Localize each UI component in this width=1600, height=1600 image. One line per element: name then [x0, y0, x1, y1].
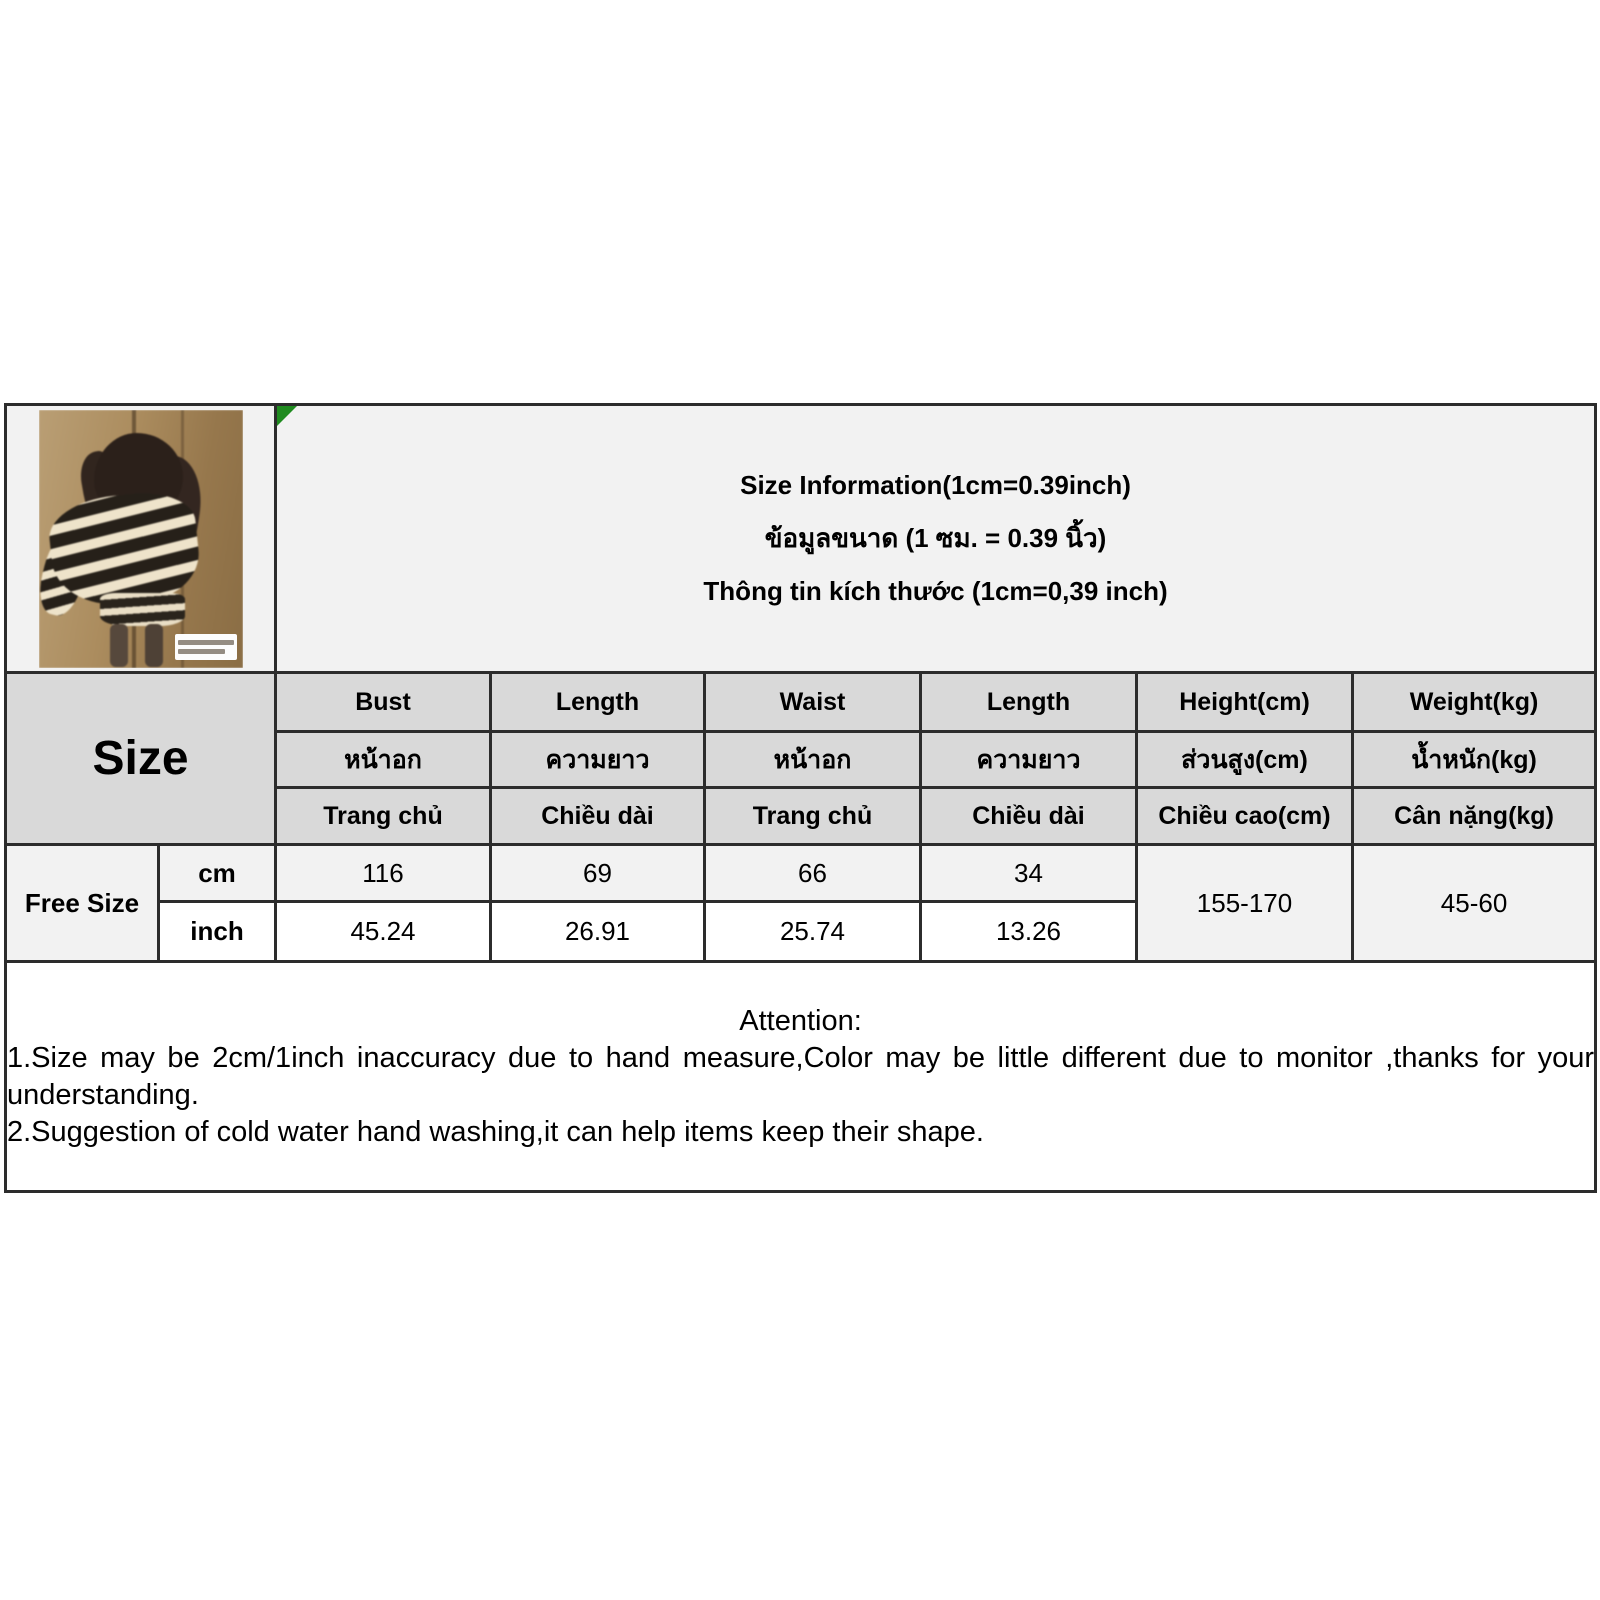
height-range: 155-170	[1135, 843, 1354, 963]
col-header-height: Height(cm)	[1135, 671, 1354, 733]
header-row-vietnamese: Trang chủ Chiều dài Trang chủ Chiều dài …	[6, 786, 1598, 846]
title-english: Size Information(1cm=0.39inch)	[740, 470, 1131, 500]
size-info-panel: Size Information(1cm=0.39inch) ข้อมูลขนา…	[3, 403, 1598, 1193]
data-row-cm: Free Size cm 116 69 66 34 155-170 45-60	[4, 843, 1598, 963]
weight-range: 45-60	[1350, 843, 1598, 963]
col-header-waist-vi: Trang chủ	[703, 786, 922, 846]
attention-row: Attention: 1.Size may be 2cm/1inch inacc…	[3, 960, 1598, 1193]
col-header-weight-th: น้ำหนัก(kg)	[1350, 730, 1598, 789]
title-vietnamese: Thông tin kích thước (1cm=0,39 inch)	[703, 576, 1168, 606]
col-header-length-th: ความยาว	[489, 730, 706, 789]
title-cell: Size Information(1cm=0.39inch) ข้อมูลขนา…	[273, 403, 1598, 674]
product-image-cell	[4, 403, 277, 674]
code-label-text-line	[177, 648, 226, 654]
col-header-height-vi: Chiều cao(cm)	[1135, 786, 1354, 846]
free-size-label: Free Size	[4, 843, 160, 963]
model-leg-right	[144, 623, 163, 668]
title-row: Size Information(1cm=0.39inch) ข้อมูลขนา…	[4, 403, 1598, 674]
title-lines: Size Information(1cm=0.39inch) ข้อมูลขนา…	[279, 459, 1593, 618]
corner-size-label: Size	[4, 671, 277, 846]
col-header-waist-th: หน้าอก	[703, 730, 922, 789]
data-row-inch: inch 45.24 26.91 25.74 13.26	[6, 900, 1596, 963]
bust-inch: 45.24	[274, 900, 492, 963]
waist-cm: 66	[703, 843, 922, 903]
col-header-bust-vi: Trang chủ	[274, 786, 492, 846]
length-cm: 69	[489, 843, 706, 903]
col-header-bust: Bust	[274, 671, 492, 733]
col-header-waist: Waist	[703, 671, 922, 733]
header-row-thai: หน้าอก ความยาว หน้าอก ความยาว ส่วนสูง(cm…	[6, 730, 1598, 789]
attention-heading: Attention:	[739, 1004, 862, 1037]
attention-cell: Attention: 1.Size may be 2cm/1inch inacc…	[3, 960, 1598, 1193]
col-header-weight-vi: Cân nặng(kg)	[1350, 786, 1598, 846]
waist-inch: 25.74	[703, 900, 922, 963]
attention-note-2: 2.Suggestion of cold water hand washing,…	[7, 1115, 984, 1148]
size-table: Size Information(1cm=0.39inch) ข้อมูลขนา…	[3, 403, 1598, 1193]
code-label-text-line	[177, 639, 234, 645]
col-header-length2-th: ความยาว	[919, 730, 1138, 789]
product-photo	[38, 409, 243, 668]
product-code-label	[174, 633, 237, 660]
length-inch: 26.91	[489, 900, 706, 963]
attention-note-1: 1.Size may be 2cm/1inch inaccuracy due t…	[7, 1041, 1595, 1111]
striped-shorts	[99, 592, 186, 627]
col-header-length-vi: Chiều dài	[489, 786, 706, 846]
col-header-length2: Length	[919, 671, 1138, 733]
col-header-bust-th: หน้าอก	[274, 730, 492, 789]
model-leg-left	[109, 623, 129, 668]
length2-inch: 13.26	[919, 900, 1138, 963]
length2-cm: 34	[919, 843, 1138, 903]
spreadsheet-corner-flag-icon	[278, 407, 297, 426]
header-row-english: Size Bust Length Waist Length Height(cm)…	[4, 671, 1598, 846]
col-header-height-th: ส่วนสูง(cm)	[1135, 730, 1354, 789]
col-header-length: Length	[489, 671, 706, 733]
photo-art	[38, 409, 243, 668]
unit-inch: inch	[157, 900, 277, 963]
title-thai: ข้อมูลขนาด (1 ซม. = 0.39 นิ้ว)	[764, 523, 1107, 553]
unit-cm: cm	[157, 843, 277, 903]
col-header-weight: Weight(kg)	[1350, 671, 1598, 733]
col-header-length2-vi: Chiều dài	[919, 786, 1138, 846]
bust-cm: 116	[274, 843, 492, 903]
